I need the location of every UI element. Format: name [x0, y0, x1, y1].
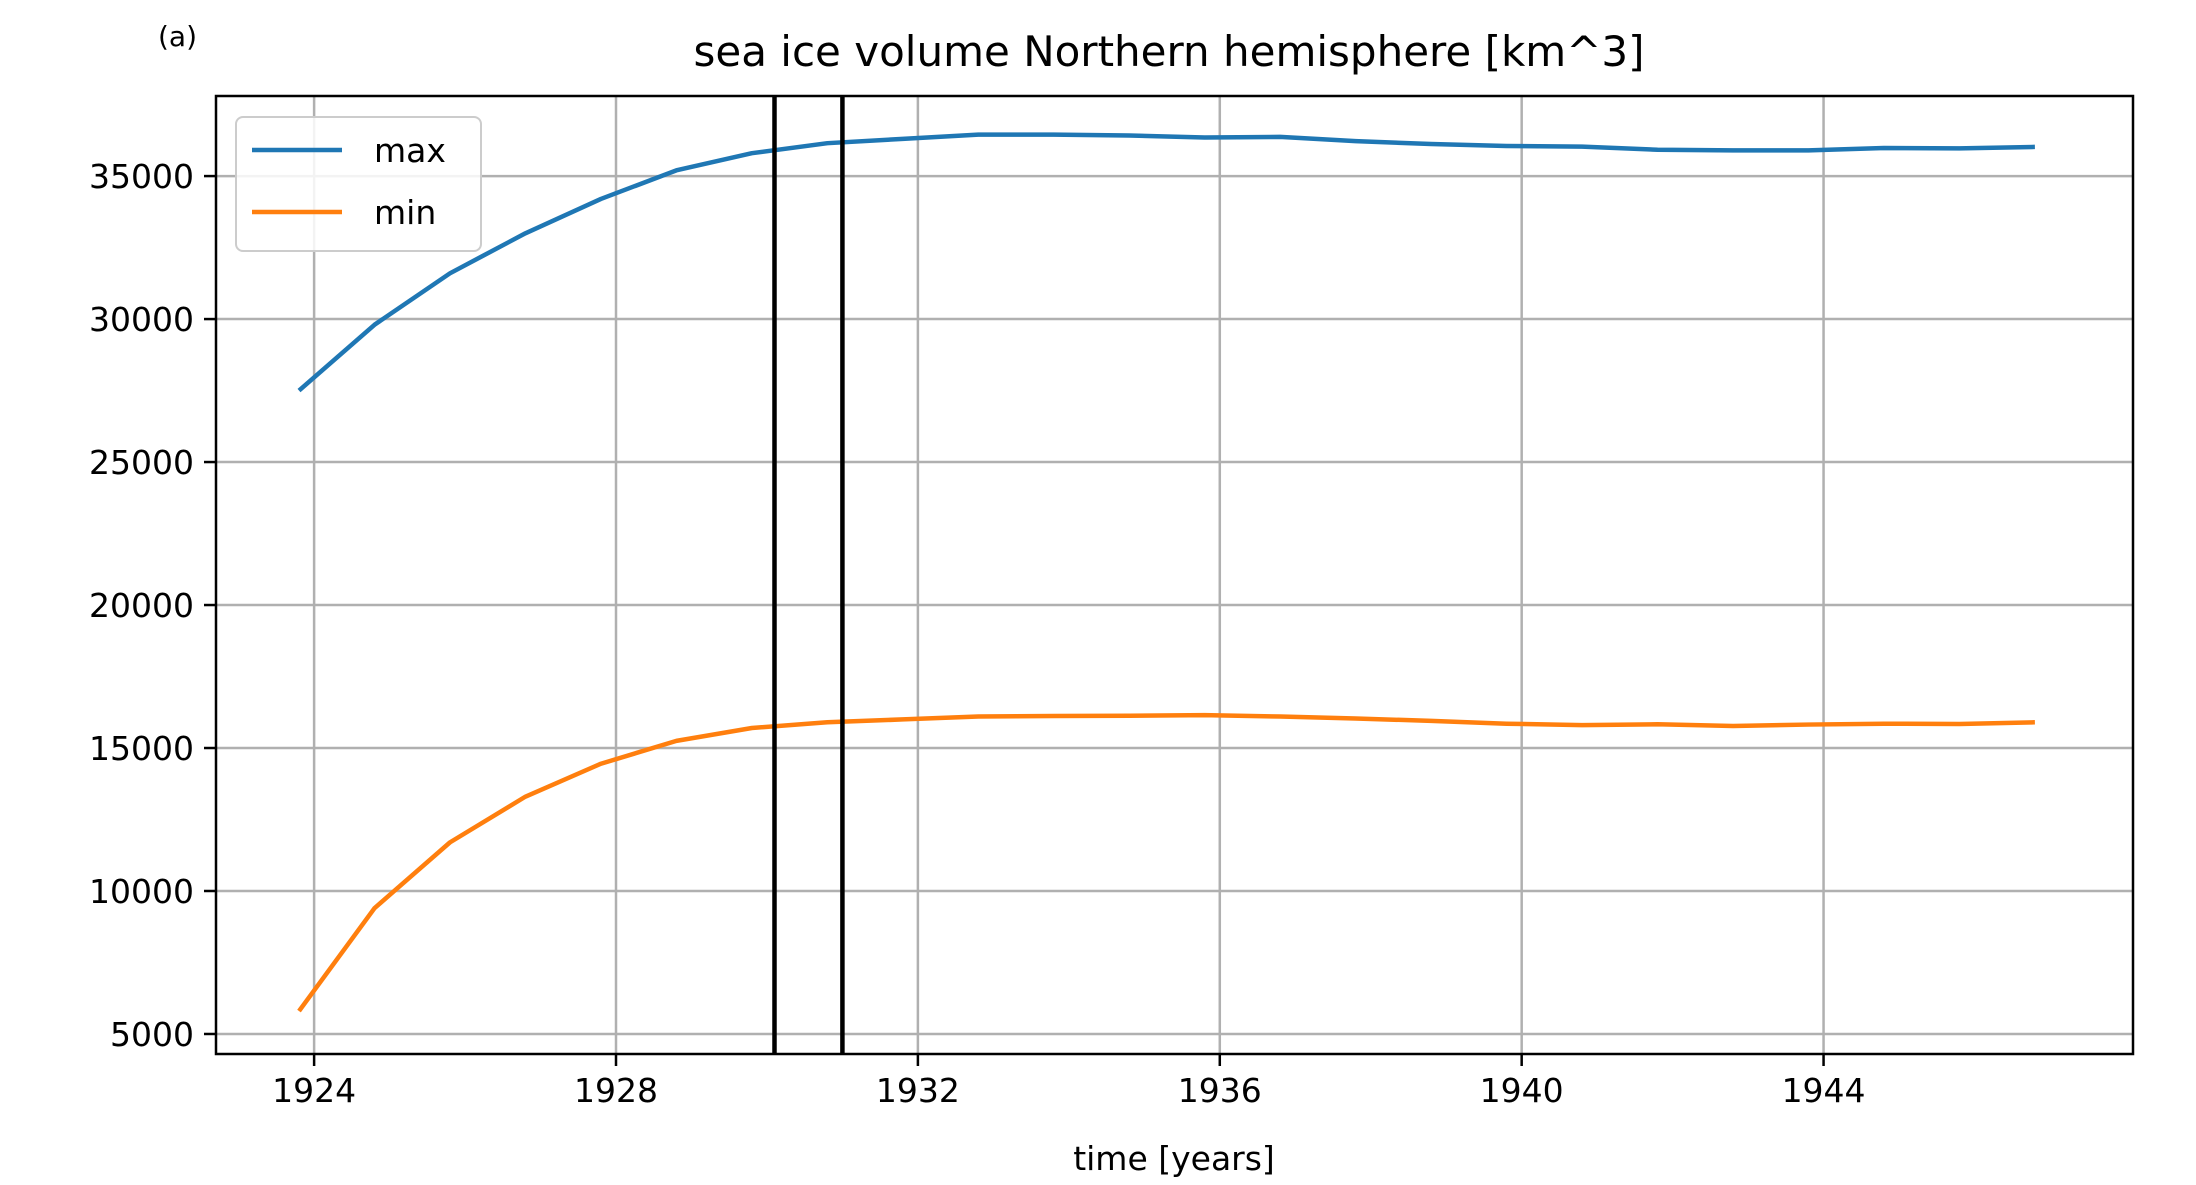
y-tick-label-1: 10000: [89, 872, 194, 911]
y-tick-label-0: 5000: [110, 1015, 194, 1054]
x-tick-label-1: 1928: [574, 1071, 658, 1110]
y-tick-label-6: 35000: [89, 157, 194, 196]
chart-title: sea ice volume Northern hemisphere [km^3…: [693, 27, 1644, 76]
legend: max min: [236, 117, 481, 251]
x-tick-label-5: 1944: [1782, 1071, 1866, 1110]
legend-label-min: min: [374, 193, 436, 232]
y-tick-label-5: 30000: [89, 300, 194, 339]
x-tick-label-3: 1936: [1178, 1071, 1262, 1110]
x-tick-label-0: 1924: [272, 1071, 356, 1110]
y-tick-label-2: 15000: [89, 729, 194, 768]
legend-label-max: max: [374, 131, 446, 170]
x-axis-title: time [years]: [1073, 1139, 1275, 1178]
x-tick-label-2: 1932: [876, 1071, 960, 1110]
y-tick-label-4: 25000: [89, 443, 194, 482]
x-tick-label-4: 1940: [1480, 1071, 1564, 1110]
panel-label: (a): [158, 20, 197, 53]
y-tick-label-3: 20000: [89, 586, 194, 625]
